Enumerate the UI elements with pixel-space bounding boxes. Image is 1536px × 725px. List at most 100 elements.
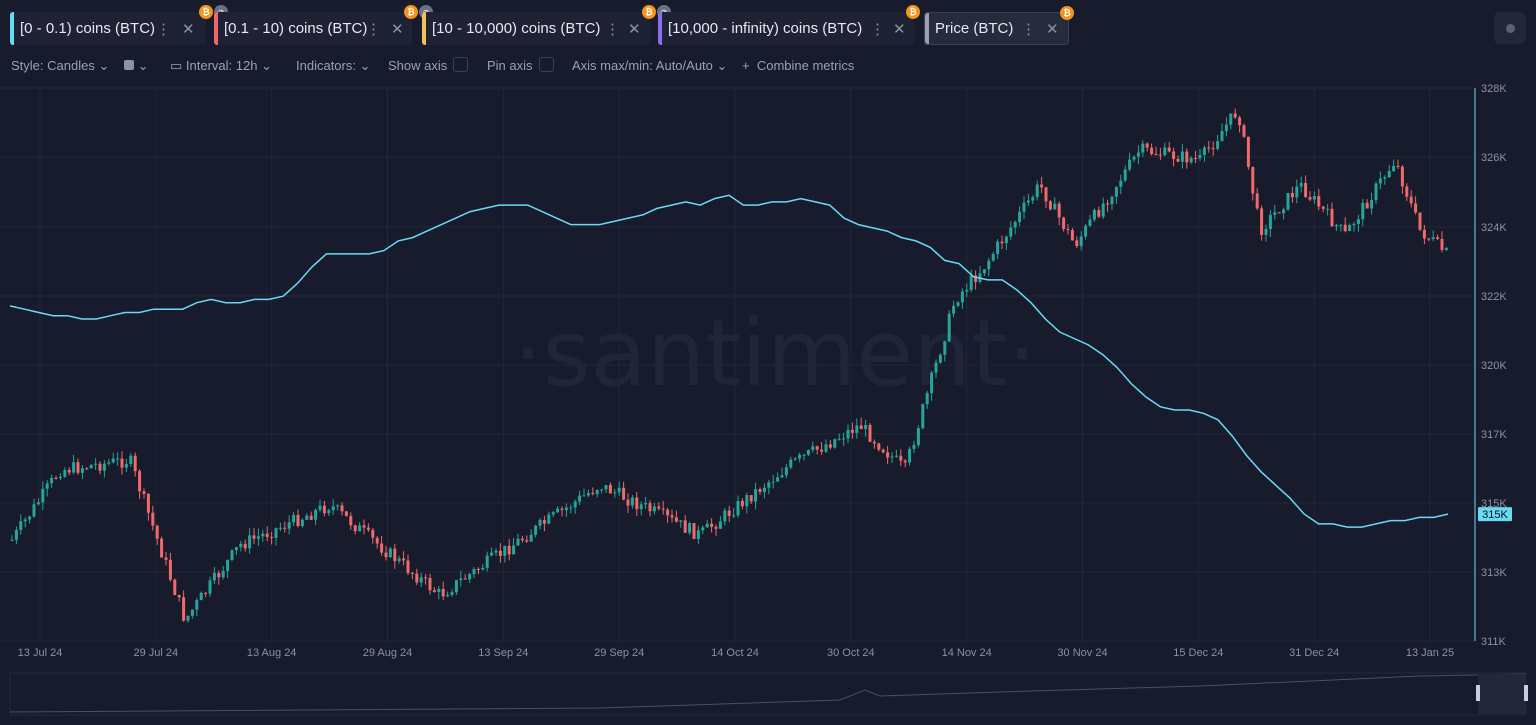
interval-select[interactable]: ▭ Interval: 12h ⌄ (170, 58, 272, 74)
candle-body (661, 508, 665, 510)
color-select[interactable]: ⌄ (124, 58, 149, 74)
candle-body (287, 522, 291, 529)
candle-body (947, 313, 951, 342)
candle-body (1242, 125, 1246, 137)
navigator-frame (9, 672, 1527, 716)
pin-axis-checkbox[interactable] (539, 57, 554, 72)
candle-body (160, 538, 164, 558)
navigator-line (9, 673, 1527, 713)
candle-body (903, 460, 907, 463)
candle-body (696, 530, 700, 539)
metric-tab-0[interactable]: [0 - 0.1) coins (BTC) ⋮ ✕ ₿ ⊘ (10, 5, 228, 45)
candle-body (648, 503, 652, 512)
show-axis-checkbox[interactable] (453, 57, 468, 72)
candle-body (683, 520, 687, 533)
candle-body (358, 525, 362, 532)
more-icon[interactable]: ⋮ (870, 20, 885, 38)
metric-tab-1[interactable]: [0.1 - 10) coins (BTC) ⋮ ✕ ₿ ⊘ (214, 5, 433, 45)
candle-body (1101, 203, 1105, 217)
candle-body (1079, 236, 1083, 247)
chart-toolbar: Style: Candles ⌄ ⌄ ▭ Interval: 12h ⌄ Ind… (0, 54, 1536, 78)
candle-body (1224, 124, 1228, 132)
candle-body (1414, 203, 1418, 213)
metric-tab-4[interactable]: Price (BTC) ⋮ ✕ ₿ (924, 6, 1074, 45)
candle-body (529, 534, 533, 542)
bitcoin-icon: ₿ (199, 5, 213, 19)
more-icon[interactable]: ⋮ (605, 20, 620, 38)
candle-body (406, 560, 410, 573)
candle-body (142, 491, 146, 494)
metric-tab-3[interactable]: [10,000 - infinity) coins (BTC) ⋮ ✕ ₿ (658, 5, 920, 45)
candle-body (331, 506, 335, 511)
candle-body (393, 548, 397, 562)
more-icon[interactable]: ⋮ (366, 20, 381, 38)
y-tick-label: 315K (1481, 498, 1507, 510)
candle-body (340, 505, 344, 512)
indicators-select[interactable]: Indicators: ⌄ (296, 58, 371, 74)
candle-body (248, 535, 252, 549)
candle-body (978, 273, 982, 282)
close-icon[interactable]: ✕ (1046, 20, 1059, 38)
candle-body (94, 463, 98, 465)
candle-body (1361, 202, 1365, 220)
y-tick-label: 313K (1481, 567, 1507, 579)
candle-body (256, 536, 260, 539)
axis-minmax-select[interactable]: Axis max/min: Auto/Auto ⌄ (572, 58, 727, 74)
close-icon[interactable]: ✕ (893, 20, 906, 38)
combine-metrics-button[interactable]: + Combine metrics (742, 58, 854, 73)
more-icon[interactable]: ⋮ (156, 20, 171, 38)
candle-body (1238, 117, 1242, 126)
bitcoin-icon: ₿ (906, 5, 920, 19)
candle-body (36, 502, 40, 505)
candle-body (899, 455, 903, 461)
candle-body (1436, 237, 1440, 239)
candle-body (1172, 151, 1176, 159)
candle-body (252, 535, 256, 539)
candle-body (802, 454, 806, 456)
candle-body (688, 523, 692, 533)
candle-body (380, 543, 384, 553)
settings-button[interactable] (1494, 12, 1526, 44)
candle-body (1440, 238, 1444, 250)
more-icon[interactable]: ⋮ (1021, 20, 1036, 38)
x-tick-label: 29 Aug 24 (363, 647, 413, 659)
candle-body (89, 464, 93, 469)
candle-body (485, 555, 489, 568)
candle-body (666, 509, 670, 516)
candle-body (490, 552, 494, 556)
candle-body (1277, 212, 1281, 214)
candle-body (1312, 196, 1316, 200)
candle-body (1356, 219, 1360, 225)
candle-body (164, 557, 168, 560)
candle-body (58, 476, 62, 479)
candle-body (828, 444, 832, 448)
candle-body (204, 592, 208, 594)
y-tick-label: 320K (1481, 360, 1507, 372)
candle-body (300, 519, 304, 527)
metric-tab-2[interactable]: [10 - 10,000) coins (BTC) ⋮ ✕ ₿ ⊘ (422, 5, 671, 45)
candle-body (1427, 238, 1431, 240)
candle-body (943, 341, 947, 355)
candle-body (652, 506, 656, 512)
candle-body (503, 545, 507, 556)
candle-body (1431, 237, 1435, 240)
candle-body (969, 275, 973, 290)
candle-body (952, 305, 956, 314)
current-value-label: 315K (1482, 509, 1508, 521)
close-icon[interactable]: ✕ (628, 20, 641, 38)
candle-body (604, 484, 608, 490)
close-icon[interactable]: ✕ (391, 20, 404, 38)
candle-body (305, 515, 309, 520)
candle-body (1352, 224, 1356, 226)
candle-body (674, 517, 678, 522)
candle-body (780, 475, 784, 478)
candle-body (1317, 196, 1321, 207)
candle-body (450, 592, 454, 595)
candle-body (573, 501, 577, 508)
candle-body (727, 510, 731, 516)
candle-body (283, 527, 287, 529)
close-icon[interactable]: ✕ (182, 20, 195, 38)
candle-body (292, 514, 296, 523)
style-select[interactable]: Style: Candles ⌄ (11, 58, 109, 74)
